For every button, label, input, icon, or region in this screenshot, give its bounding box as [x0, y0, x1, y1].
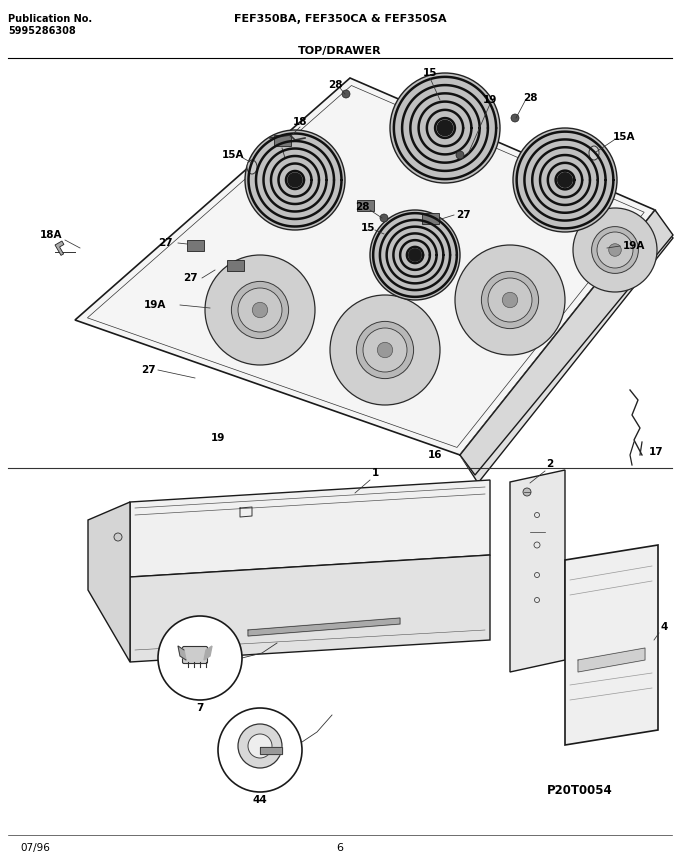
- Text: P20T0054: P20T0054: [547, 784, 613, 797]
- Circle shape: [609, 244, 622, 257]
- Text: 17: 17: [649, 447, 663, 457]
- Polygon shape: [55, 241, 64, 256]
- Circle shape: [370, 210, 460, 300]
- Text: 19: 19: [211, 433, 225, 443]
- Circle shape: [488, 278, 532, 322]
- Text: 15A: 15A: [222, 150, 244, 160]
- Text: 19A: 19A: [623, 241, 645, 251]
- Text: 4: 4: [660, 622, 668, 632]
- Circle shape: [377, 342, 393, 358]
- Text: 28: 28: [523, 93, 537, 103]
- Polygon shape: [204, 646, 212, 660]
- Text: 27: 27: [141, 365, 155, 375]
- Text: FEF350BA, FEF350CA & FEF350SA: FEF350BA, FEF350CA & FEF350SA: [234, 14, 446, 24]
- Text: 07/96: 07/96: [20, 843, 50, 853]
- Text: 27: 27: [456, 210, 471, 220]
- Text: Publication No.: Publication No.: [8, 14, 92, 24]
- Circle shape: [248, 734, 272, 758]
- Circle shape: [437, 120, 454, 136]
- Polygon shape: [88, 502, 130, 662]
- Circle shape: [231, 282, 288, 339]
- Circle shape: [456, 151, 464, 159]
- Circle shape: [573, 208, 657, 292]
- Text: 19: 19: [483, 95, 497, 105]
- Text: 15: 15: [361, 223, 375, 233]
- Circle shape: [363, 328, 407, 372]
- Circle shape: [557, 172, 573, 188]
- Text: 6: 6: [337, 843, 343, 853]
- FancyBboxPatch shape: [273, 134, 290, 146]
- Text: 27: 27: [183, 273, 197, 283]
- FancyBboxPatch shape: [182, 647, 207, 663]
- Polygon shape: [260, 747, 282, 754]
- Circle shape: [158, 616, 242, 700]
- Text: 28: 28: [328, 80, 342, 90]
- Circle shape: [114, 533, 122, 541]
- Circle shape: [481, 271, 539, 329]
- Circle shape: [238, 724, 282, 768]
- Circle shape: [288, 173, 303, 187]
- Ellipse shape: [589, 146, 599, 160]
- Circle shape: [597, 232, 633, 268]
- Circle shape: [511, 114, 519, 122]
- Text: 18A: 18A: [40, 230, 63, 240]
- Text: 7: 7: [197, 703, 204, 713]
- Polygon shape: [460, 210, 673, 475]
- Circle shape: [380, 214, 388, 222]
- Text: 15A: 15A: [613, 132, 635, 142]
- Circle shape: [205, 255, 315, 365]
- Circle shape: [408, 248, 422, 262]
- Circle shape: [390, 73, 500, 183]
- Text: 19A: 19A: [143, 300, 166, 310]
- Circle shape: [342, 90, 350, 98]
- Text: 44: 44: [253, 795, 267, 805]
- Text: 18: 18: [293, 117, 307, 127]
- Text: 5995286308: 5995286308: [8, 26, 75, 36]
- Circle shape: [252, 303, 268, 317]
- Circle shape: [330, 295, 440, 405]
- Polygon shape: [578, 648, 645, 672]
- FancyBboxPatch shape: [422, 212, 439, 224]
- FancyBboxPatch shape: [356, 199, 373, 211]
- Polygon shape: [248, 618, 400, 636]
- Circle shape: [238, 288, 282, 332]
- Text: 2: 2: [546, 459, 554, 469]
- Circle shape: [356, 322, 413, 379]
- Circle shape: [503, 292, 517, 308]
- Polygon shape: [460, 210, 673, 483]
- Circle shape: [523, 488, 531, 496]
- Circle shape: [592, 226, 639, 273]
- Circle shape: [513, 128, 617, 232]
- Polygon shape: [178, 646, 186, 660]
- Text: 27: 27: [158, 238, 172, 248]
- Polygon shape: [130, 555, 490, 662]
- Text: 15: 15: [423, 68, 437, 78]
- Polygon shape: [510, 470, 565, 672]
- Circle shape: [218, 708, 302, 792]
- FancyBboxPatch shape: [186, 239, 203, 251]
- Ellipse shape: [247, 160, 257, 174]
- Circle shape: [455, 245, 565, 355]
- Text: 28: 28: [355, 202, 369, 212]
- FancyBboxPatch shape: [226, 259, 243, 271]
- Text: 1: 1: [371, 468, 379, 478]
- Polygon shape: [130, 480, 490, 577]
- Circle shape: [245, 130, 345, 230]
- Polygon shape: [75, 78, 655, 455]
- Polygon shape: [565, 545, 658, 745]
- Text: 16: 16: [428, 450, 442, 460]
- Text: TOP/DRAWER: TOP/DRAWER: [299, 46, 381, 56]
